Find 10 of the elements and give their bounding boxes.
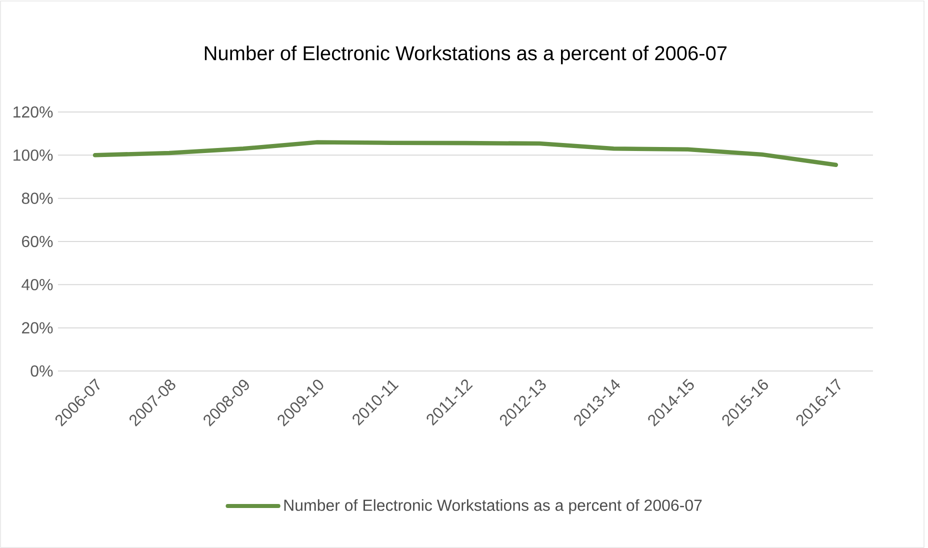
- y-tick-label: 80%: [22, 192, 53, 204]
- y-tick-label: 100%: [14, 149, 53, 161]
- line-series: [92, 140, 838, 168]
- y-tick-label: 40%: [22, 278, 53, 290]
- y-tick-label: 60%: [22, 236, 53, 248]
- y-tick-label: 120%: [14, 106, 53, 118]
- y-tick-label: 0%: [30, 365, 53, 377]
- chart-title: Number of Electronic Workstations as a percent of 2006-07: [204, 46, 727, 64]
- legend-label: Number of Electronic Workstations as a percent of 2006-07: [284, 499, 702, 514]
- y-tick-label: 20%: [22, 322, 53, 334]
